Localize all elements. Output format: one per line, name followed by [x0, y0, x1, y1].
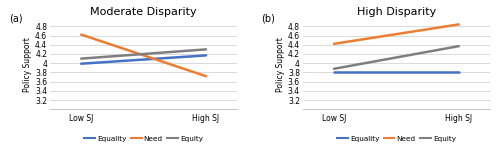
Text: (a): (a)	[9, 14, 22, 24]
Y-axis label: Policy Support: Policy Support	[24, 37, 32, 92]
Title: High Disparity: High Disparity	[357, 7, 436, 17]
Legend: Equality, Need, Equity: Equality, Need, Equity	[81, 133, 206, 145]
Legend: Equality, Need, Equity: Equality, Need, Equity	[334, 133, 459, 145]
Y-axis label: Policy Support: Policy Support	[276, 37, 285, 92]
Title: Moderate Disparity: Moderate Disparity	[90, 7, 197, 17]
Text: (b): (b)	[262, 14, 276, 24]
